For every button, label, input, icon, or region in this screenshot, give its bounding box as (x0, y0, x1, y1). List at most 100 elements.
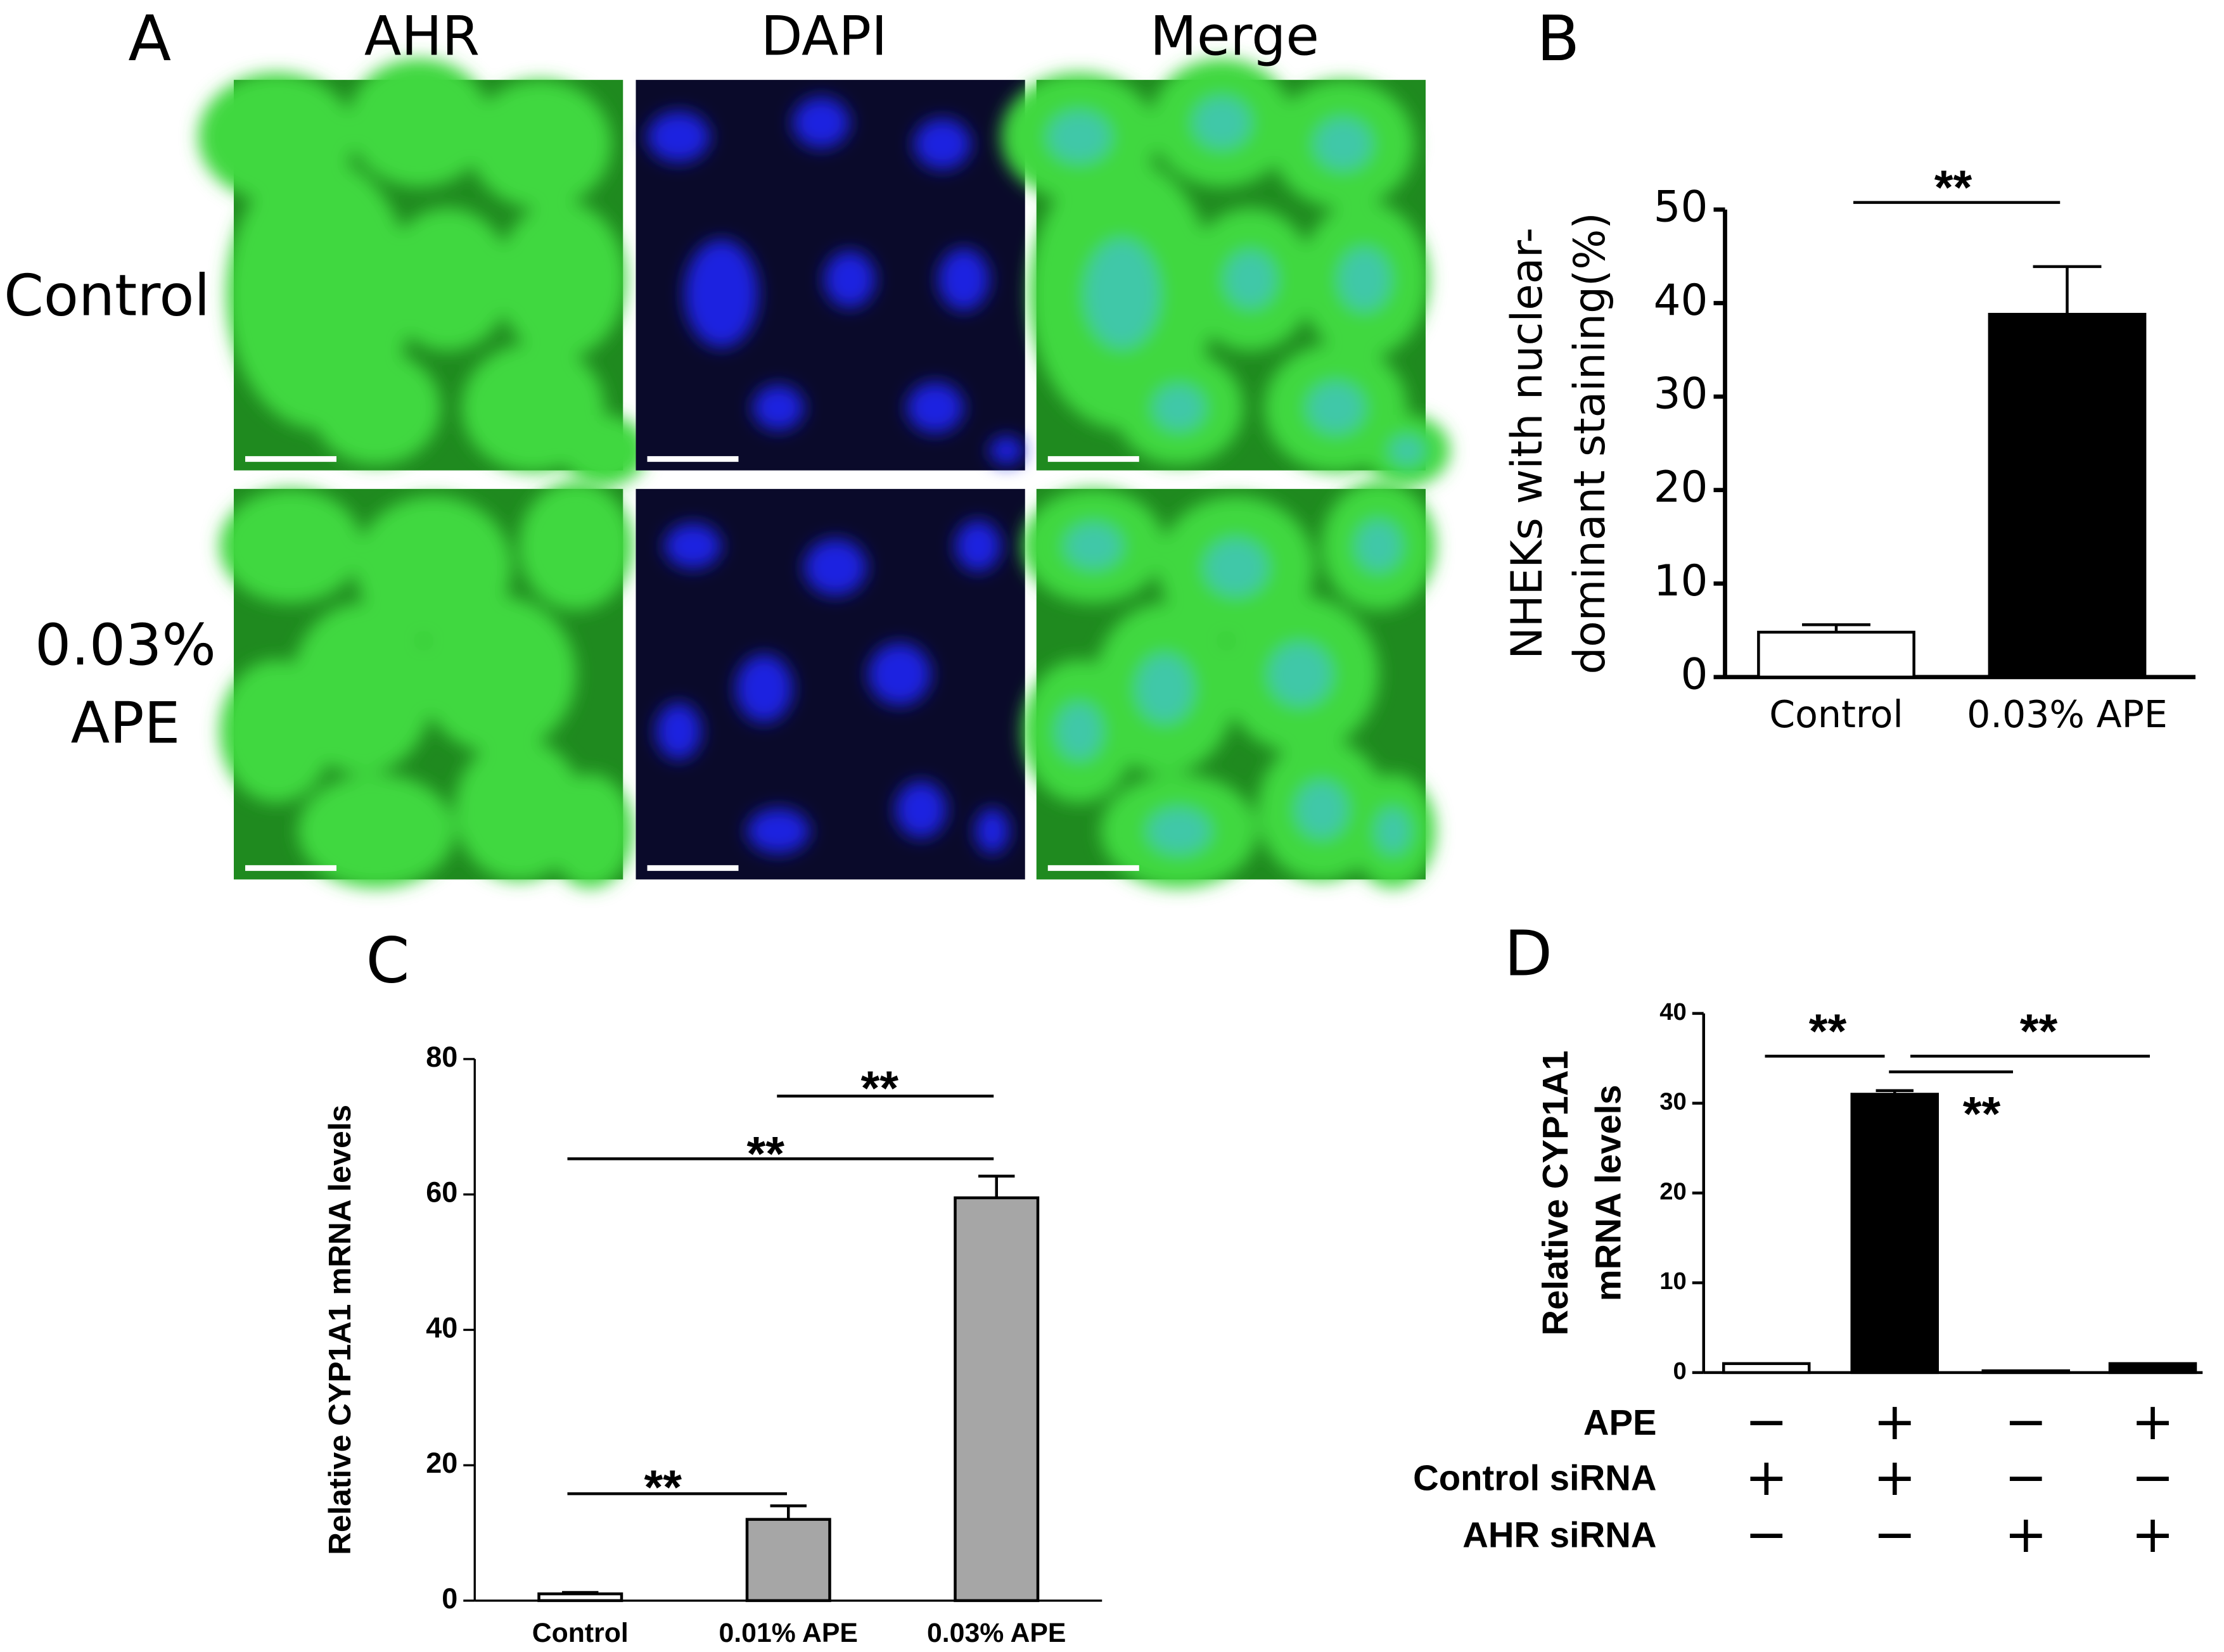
condition-mark: − (1745, 1505, 1788, 1565)
y-tick-label: 30 (1659, 1088, 1687, 1115)
y-tick-label: 0 (1673, 1357, 1686, 1385)
nucleus (656, 702, 701, 760)
nucleus (753, 384, 804, 431)
cells (1000, 58, 1450, 486)
y-tick-label: 30 (1654, 369, 1708, 419)
nucleus (895, 781, 947, 839)
nucleus (1314, 118, 1372, 170)
y-axis-label: NHEKs with nuclear- (1502, 227, 1552, 659)
nucleus (1153, 384, 1205, 431)
cell (419, 595, 576, 753)
nucleus (824, 251, 876, 308)
cell (298, 773, 455, 888)
x-tick-label: 0.01% APE (719, 1618, 858, 1648)
bar (954, 1196, 1040, 1603)
cell (383, 208, 512, 351)
nucleus (647, 111, 710, 163)
bar (1850, 1093, 1939, 1375)
cell (348, 58, 490, 187)
nucleus (938, 248, 990, 311)
nucleus (1056, 702, 1102, 760)
nucleus (1376, 808, 1410, 854)
y-tick-label: 10 (1654, 556, 1708, 606)
condition-label: Control siRNA (1413, 1458, 1656, 1498)
y-axis-label: mRNA levels (1588, 1084, 1628, 1301)
cell (469, 80, 612, 208)
nucleus (793, 97, 850, 149)
row-label: Control (4, 263, 210, 329)
cells (219, 481, 633, 888)
significance-label: ** (1809, 1005, 1847, 1058)
y-tick-label: 0 (1681, 649, 1708, 699)
nucleus (1338, 248, 1390, 311)
bar (2108, 1362, 2197, 1375)
nucleus (1355, 520, 1402, 572)
condition-mark: + (1745, 1448, 1788, 1508)
nucleus (1205, 538, 1268, 596)
condition-mark: + (2004, 1505, 2047, 1565)
error-bar (1876, 1089, 1914, 1095)
y-axis-label: Relative CYP1A1 mRNA levels (323, 1105, 357, 1555)
panel-label: A (128, 3, 171, 75)
nucleus (1064, 523, 1122, 569)
bar (1981, 1369, 2070, 1375)
y-tick-label: 0 (442, 1582, 457, 1615)
x-tick-label: 0.03% APE (927, 1618, 1066, 1648)
column-header: AHR (364, 6, 480, 68)
nucleus (664, 523, 722, 569)
significance-label: ** (860, 1062, 898, 1115)
bar (537, 1592, 623, 1603)
cell (219, 488, 362, 603)
condition-mark: + (2131, 1505, 2175, 1565)
error-bar (1802, 623, 1870, 633)
cell (561, 414, 648, 486)
condition-mark: − (1745, 1392, 1788, 1452)
y-tick-label: 20 (1654, 462, 1708, 512)
column-header: DAPI (761, 6, 888, 68)
y-tick-label: 20 (1659, 1178, 1687, 1205)
error-bar (562, 1591, 599, 1594)
significance-label: ** (644, 1461, 682, 1515)
significance-label: ** (1963, 1087, 2001, 1141)
nucleus (989, 436, 1024, 465)
nucleus (1269, 642, 1332, 706)
x-tick-label: Control (532, 1618, 629, 1648)
cells (647, 97, 1024, 465)
cells (198, 58, 648, 486)
nucleus (1296, 781, 1348, 839)
nucleus (684, 239, 758, 348)
y-tick-label: 60 (426, 1176, 457, 1209)
cell (547, 773, 633, 888)
panel-label: D (1504, 917, 1552, 990)
nucleus (914, 118, 971, 170)
nucleus (1147, 808, 1211, 854)
nucleus (1047, 111, 1111, 163)
condition-label: APE (1583, 1402, 1657, 1442)
condition-mark: − (1873, 1505, 1916, 1565)
error-bar (770, 1504, 807, 1520)
x-tick-label: 0.03% APE (1967, 693, 2168, 736)
error-bar (2033, 265, 2102, 315)
bar (1988, 312, 2147, 679)
condition-mark: + (1873, 1392, 1916, 1452)
y-tick-label: 80 (426, 1041, 457, 1073)
cell (219, 659, 334, 803)
y-axis-label: Relative CYP1A1 (1535, 1050, 1575, 1335)
y-tick-label: 40 (1659, 998, 1687, 1026)
nucleus (1224, 251, 1276, 308)
condition-mark: + (2131, 1392, 2175, 1452)
bar (1722, 1362, 1811, 1375)
panel-label: C (366, 925, 409, 998)
bar (1757, 630, 1915, 679)
nucleus (1193, 97, 1251, 149)
cells (1022, 481, 1436, 888)
condition-mark: + (1873, 1448, 1916, 1508)
row-label: APE (71, 690, 181, 757)
cells (656, 520, 1009, 854)
nucleus (736, 654, 793, 723)
nucleus (1085, 239, 1160, 348)
condition-mark: − (2004, 1392, 2047, 1452)
y-tick-label: 20 (426, 1447, 457, 1479)
column-header: Merge (1150, 6, 1319, 68)
